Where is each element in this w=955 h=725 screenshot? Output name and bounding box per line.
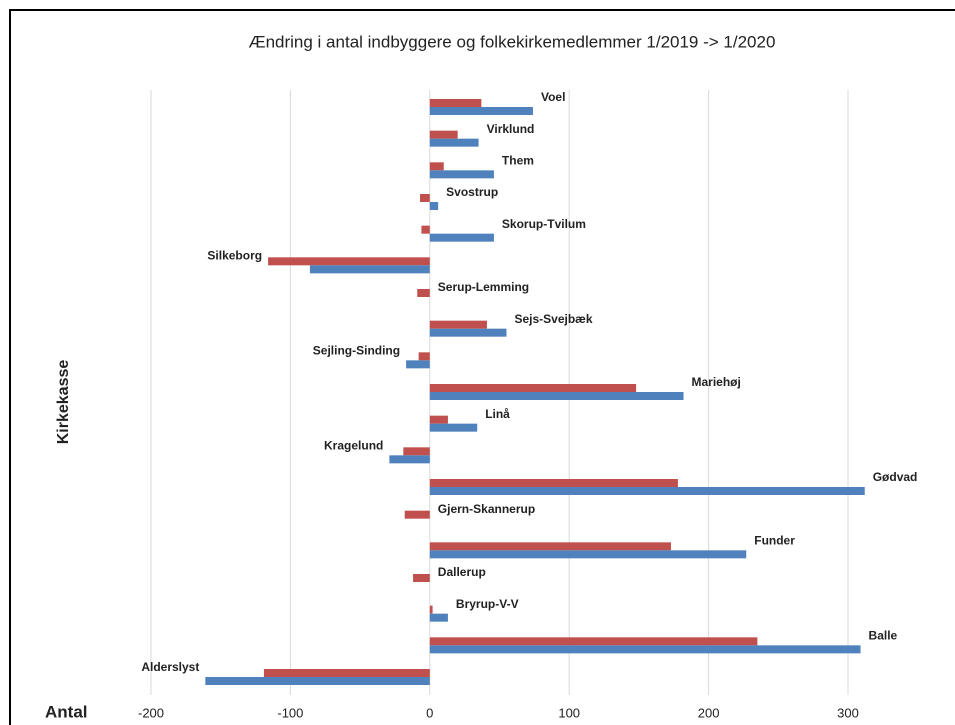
bar <box>429 130 458 139</box>
bar <box>406 360 430 369</box>
category-label: Gødvad <box>873 470 918 484</box>
bar <box>429 170 494 179</box>
bar <box>413 574 430 582</box>
category-label: Linå <box>485 407 510 421</box>
bar <box>404 510 430 519</box>
category-label: Gjern-Skannerup <box>438 502 535 516</box>
category-label: Silkeborg <box>207 249 262 263</box>
bar <box>429 423 478 432</box>
x-tick-label: 200 <box>698 705 720 720</box>
x-tick-label: 100 <box>558 705 580 720</box>
category-label: Sejling-Sinding <box>313 344 400 358</box>
chart-title: Ændring i antal indbyggere og folkekirke… <box>249 32 776 51</box>
bar <box>429 392 684 400</box>
bar <box>429 487 865 495</box>
category-label: Mariehøj <box>692 375 741 389</box>
category-label: Dallerup <box>438 565 486 579</box>
bar <box>421 225 430 234</box>
category-label: Voel <box>541 90 565 104</box>
y-axis-label: Kirkekasse <box>55 360 72 445</box>
bar <box>429 138 479 147</box>
x-tick-label: 0 <box>426 705 433 720</box>
bar <box>429 328 507 337</box>
x-tick-label: -100 <box>277 705 303 720</box>
category-label: Sejs-Svejbæk <box>514 312 592 326</box>
bar <box>429 605 433 614</box>
category-label: Serup-Lemming <box>438 280 529 294</box>
bar <box>429 162 444 171</box>
category-label: Them <box>502 154 534 168</box>
bar <box>429 233 494 242</box>
bar <box>205 677 430 685</box>
bar <box>263 669 430 677</box>
bar <box>429 320 487 329</box>
x-tick-label: -200 <box>138 705 164 720</box>
category-label: Virklund <box>487 122 535 136</box>
frame <box>9 9 955 725</box>
bar <box>429 550 747 559</box>
bar <box>309 265 430 274</box>
bar <box>403 447 430 456</box>
bar <box>418 352 430 361</box>
bar <box>389 455 430 464</box>
bar <box>420 194 430 202</box>
bar <box>429 637 758 646</box>
bar <box>429 107 533 115</box>
category-label: Alderslyst <box>141 660 199 674</box>
bar <box>268 257 430 266</box>
category-label: Bryrup-V-V <box>456 597 519 611</box>
bar <box>429 479 678 487</box>
bar <box>429 613 448 622</box>
x-tick-label: 300 <box>837 705 859 720</box>
bar <box>429 99 482 107</box>
category-label: Skorup-Tvilum <box>502 217 586 231</box>
category-label: Balle <box>869 629 898 643</box>
bar <box>429 645 861 654</box>
category-label: Kragelund <box>324 439 383 453</box>
bar <box>429 384 637 392</box>
x-axis-label: Antal <box>45 702 88 721</box>
category-label: Svostrup <box>446 185 498 199</box>
bar <box>417 289 430 297</box>
bar <box>429 542 671 551</box>
bar <box>429 415 448 424</box>
bar <box>429 202 439 210</box>
category-label: Funder <box>754 534 795 548</box>
